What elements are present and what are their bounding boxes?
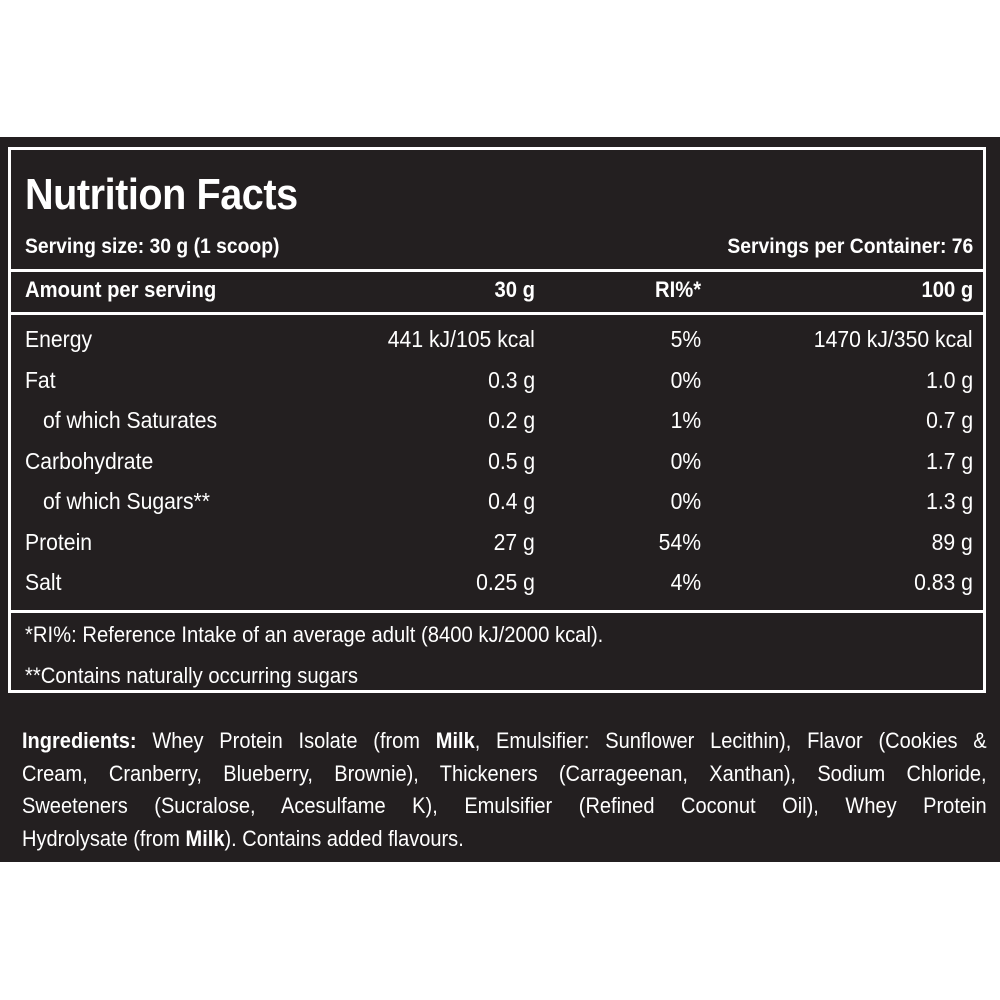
ingredients-line: Cream, Cranberry, Blueberry, Brownie), T… <box>22 760 987 786</box>
header-ri-percent: RI%* <box>654 277 701 302</box>
servings-per-container: Servings per Container: 76 <box>727 235 973 258</box>
sugars-footnote: **Contains naturally occurring sugars <box>25 663 359 688</box>
per-serving-value: 0.4 g <box>487 488 535 514</box>
per-serving-value: 0.5 g <box>487 448 535 474</box>
per-100g-value: 1.0 g <box>925 367 973 393</box>
per-serving-value: 441 kJ/105 kcal <box>387 326 535 352</box>
serving-info-row: Serving size: 30 g (1 scoop) Servings pe… <box>25 235 973 265</box>
header-amount-per-serving: Amount per serving <box>25 277 217 302</box>
table-row: Protein 27 g 54% 89 g <box>25 529 973 561</box>
allergen-milk: Milk <box>185 825 225 851</box>
per-100g-value: 89 g <box>931 529 973 555</box>
nutrition-facts-box: Nutrition Facts Serving size: 30 g (1 sc… <box>8 147 986 693</box>
table-row: of which Sugars** 0.4 g 0% 1.3 g <box>25 488 973 520</box>
nutrient-name: of which Sugars** <box>43 488 211 514</box>
ingredients-line: Ingredients: Whey Protein Isolate (from … <box>22 725 987 758</box>
ri-footnote: *RI%: Reference Intake of an average adu… <box>25 622 604 647</box>
table-row: Carbohydrate 0.5 g 0% 1.7 g <box>25 448 973 480</box>
nutrition-panel: Nutrition Facts Serving size: 30 g (1 sc… <box>0 137 1000 862</box>
per-100g-value: 1.7 g <box>925 448 973 474</box>
table-row: Salt 0.25 g 4% 0.83 g <box>25 569 973 601</box>
ingredients-line: Hydrolysate (from Milk). Contains added … <box>22 823 987 856</box>
per-serving-value: 27 g <box>493 529 535 555</box>
per-serving-value: 0.3 g <box>487 367 535 393</box>
per-100g-value: 1470 kJ/350 kcal <box>814 326 973 352</box>
nutrient-name: Carbohydrate <box>25 448 154 474</box>
nutrient-name: Salt <box>25 569 62 595</box>
per-100g-value: 1.3 g <box>925 488 973 514</box>
nutrient-name: Protein <box>25 529 93 555</box>
nutrient-name: Energy <box>25 326 93 352</box>
nutrient-name: Fat <box>25 367 56 393</box>
ingredients-text: Ingredients: Whey Protein Isolate (from … <box>22 725 987 855</box>
divider-rule <box>11 610 983 613</box>
header-per-serving: 30 g <box>494 277 535 302</box>
per-serving-value: 0.2 g <box>487 407 535 433</box>
table-row: Fat 0.3 g 0% 1.0 g <box>25 367 973 399</box>
allergen-milk: Milk <box>435 728 475 753</box>
ingredients-label: Ingredients: <box>22 728 137 753</box>
ingredients-fragment: Whey Protein Isolate (from <box>136 728 436 753</box>
table-row: of which Saturates 0.2 g 1% 0.7 g <box>25 407 973 439</box>
per-100g-value: 0.83 g <box>914 569 973 595</box>
ri-value: 0% <box>670 367 701 393</box>
divider-rule <box>11 269 983 272</box>
per-100g-value: 0.7 g <box>925 407 973 433</box>
nutrient-name: of which Saturates <box>43 407 218 433</box>
divider-rule <box>11 312 983 315</box>
nutrition-facts-title: Nutrition Facts <box>25 170 298 219</box>
ingredients-line: Sweeteners (Sucralose, Acesulfame K), Em… <box>22 793 987 818</box>
ingredients-fragment: , Emulsifier: Sunflower Lecithin), Flavo… <box>474 728 987 753</box>
header-per-100g: 100 g <box>921 277 973 302</box>
ri-value: 1% <box>670 407 701 433</box>
ri-value: 4% <box>670 569 701 595</box>
ingredients-fragment: Hydrolysate (from <box>22 825 186 851</box>
ri-value: 54% <box>658 529 701 555</box>
ingredients-fragment: ). Contains added flavours. <box>224 825 464 851</box>
per-serving-value: 0.25 g <box>476 569 535 595</box>
table-header-row: Amount per serving 30 g RI%* 100 g <box>25 277 973 309</box>
serving-size: Serving size: 30 g (1 scoop) <box>25 235 280 258</box>
ri-value: 5% <box>670 326 701 352</box>
table-row: Energy 441 kJ/105 kcal 5% 1470 kJ/350 kc… <box>25 326 973 358</box>
ri-value: 0% <box>670 448 701 474</box>
ri-value: 0% <box>670 488 701 514</box>
